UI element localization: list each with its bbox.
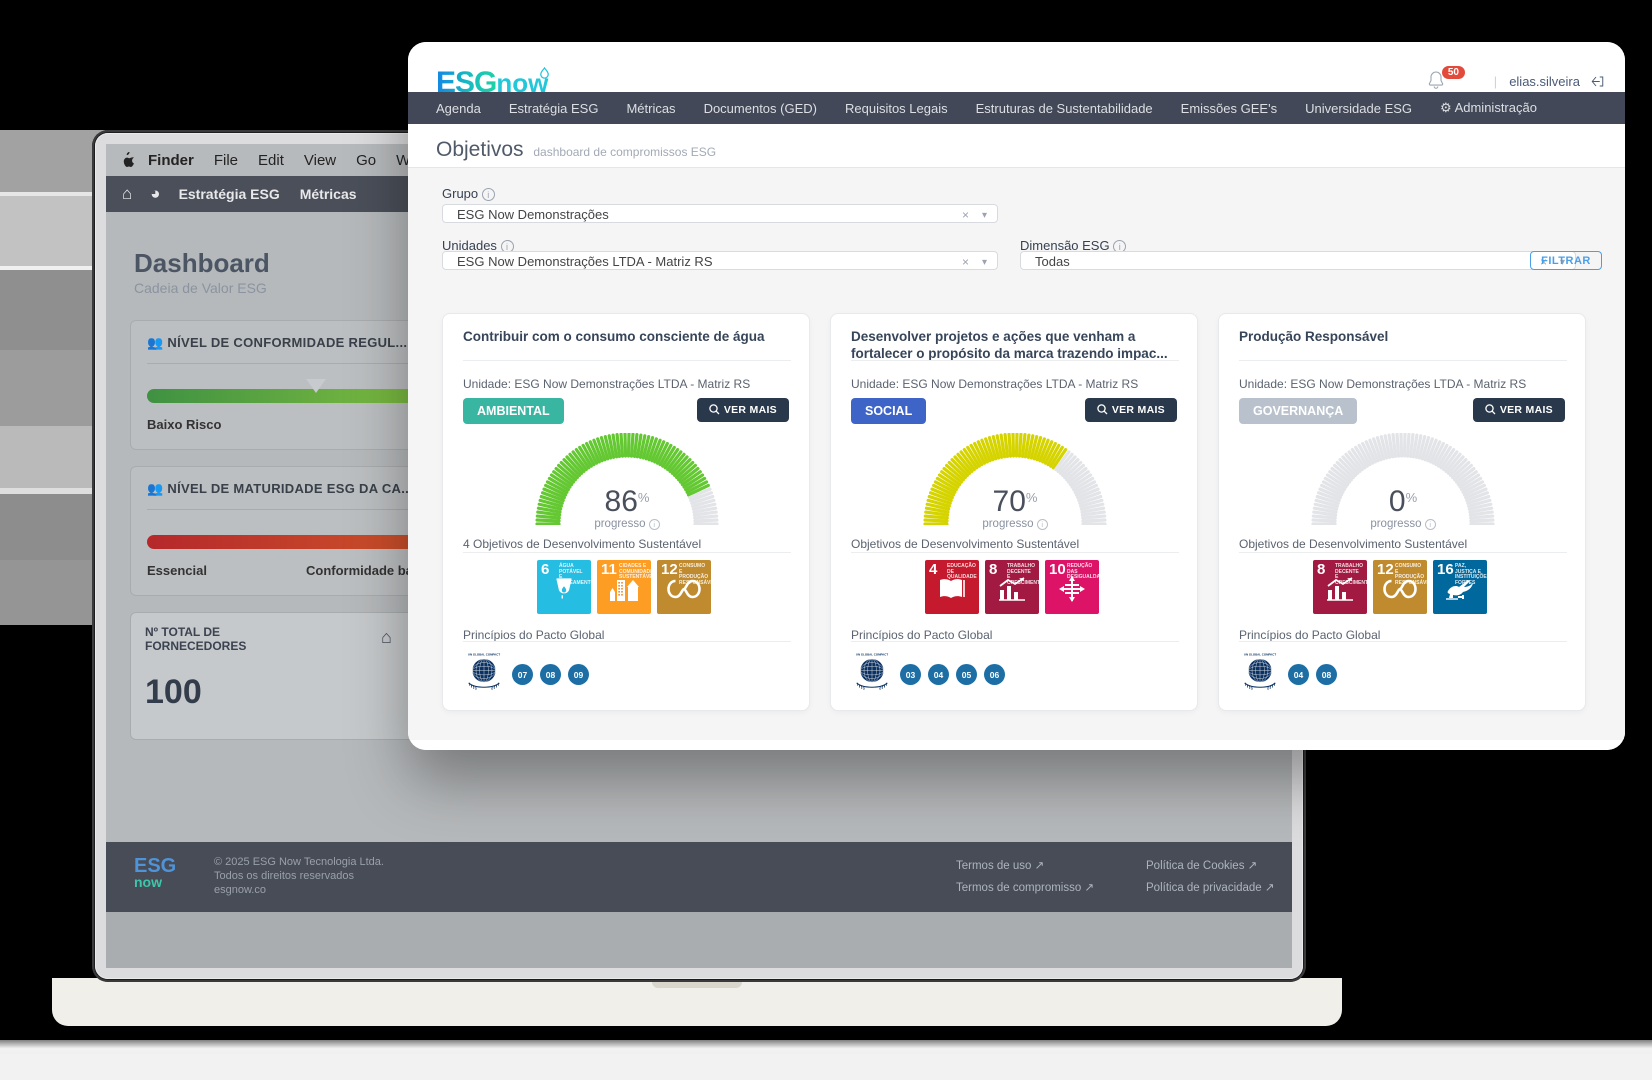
svg-text:UN GLOBAL COMPACT: UN GLOBAL COMPACT — [1244, 652, 1276, 656]
svg-text:UN GLOBAL COMPACT: UN GLOBAL COMPACT — [468, 652, 500, 656]
svg-text:UN GLOBAL COMPACT: UN GLOBAL COMPACT — [856, 652, 888, 656]
